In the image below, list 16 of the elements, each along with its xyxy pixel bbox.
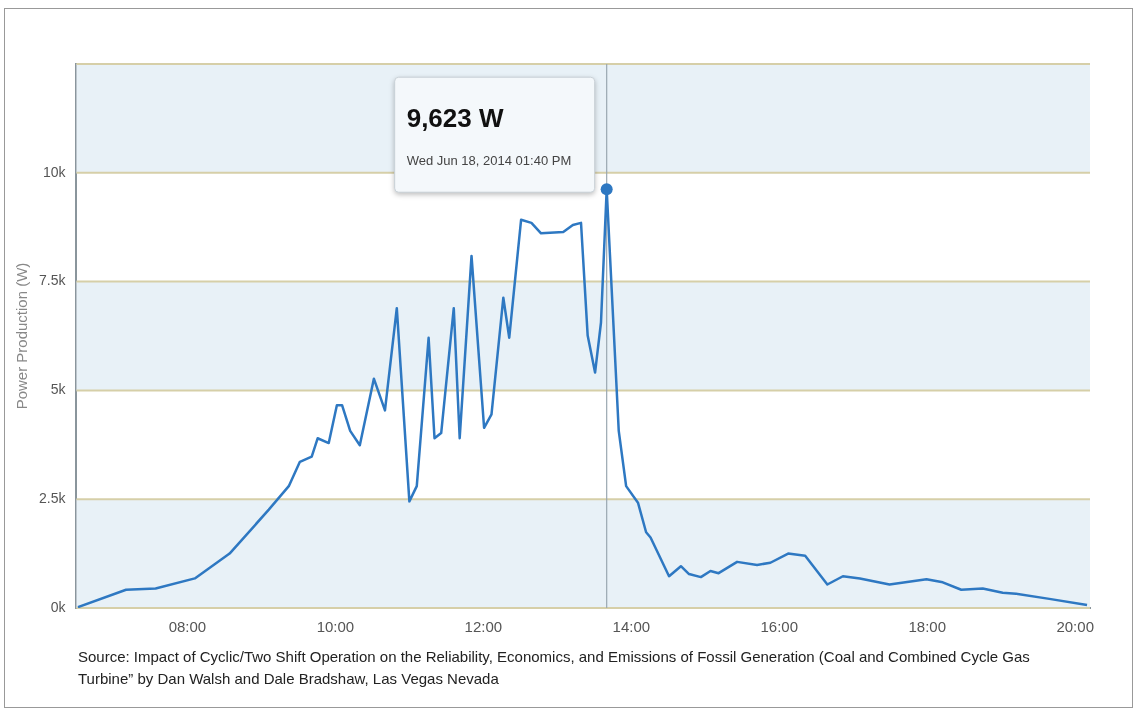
x-tick-label: 20:00 [1056, 618, 1094, 636]
x-tick-label: 14:00 [612, 618, 651, 636]
annotation: Wed Jun 18, 2014 01:40 PM [406, 153, 572, 169]
y-axis-title: Power Production (W) [13, 262, 31, 410]
x-tick-label: 16:00 [760, 618, 799, 636]
y-tick-label: 10k [42, 163, 67, 180]
source-note: Source: Impact of Cyclic/Two Shift Operation on the Reliability, Economics, and Emissions of Fossil Generation (Coal and Combined Cycle Gas Turbine” by Dan Walsh and Dale Bradshaw, Las Vegas Nevada [78, 647, 1031, 689]
x-tick-label: 10:00 [316, 618, 355, 636]
x-tick-label: 12:00 [464, 618, 503, 636]
annotation: 9,623 W [406, 103, 504, 134]
y-tick-label: 0k [50, 598, 67, 615]
y-tick-label: 7.5k [38, 272, 67, 289]
y-tick-label: 5k [50, 381, 67, 398]
y-tick-label: 2.5k [38, 490, 67, 507]
x-tick-label: 08:00 [168, 618, 207, 636]
x-tick-label: 18:00 [908, 618, 947, 636]
